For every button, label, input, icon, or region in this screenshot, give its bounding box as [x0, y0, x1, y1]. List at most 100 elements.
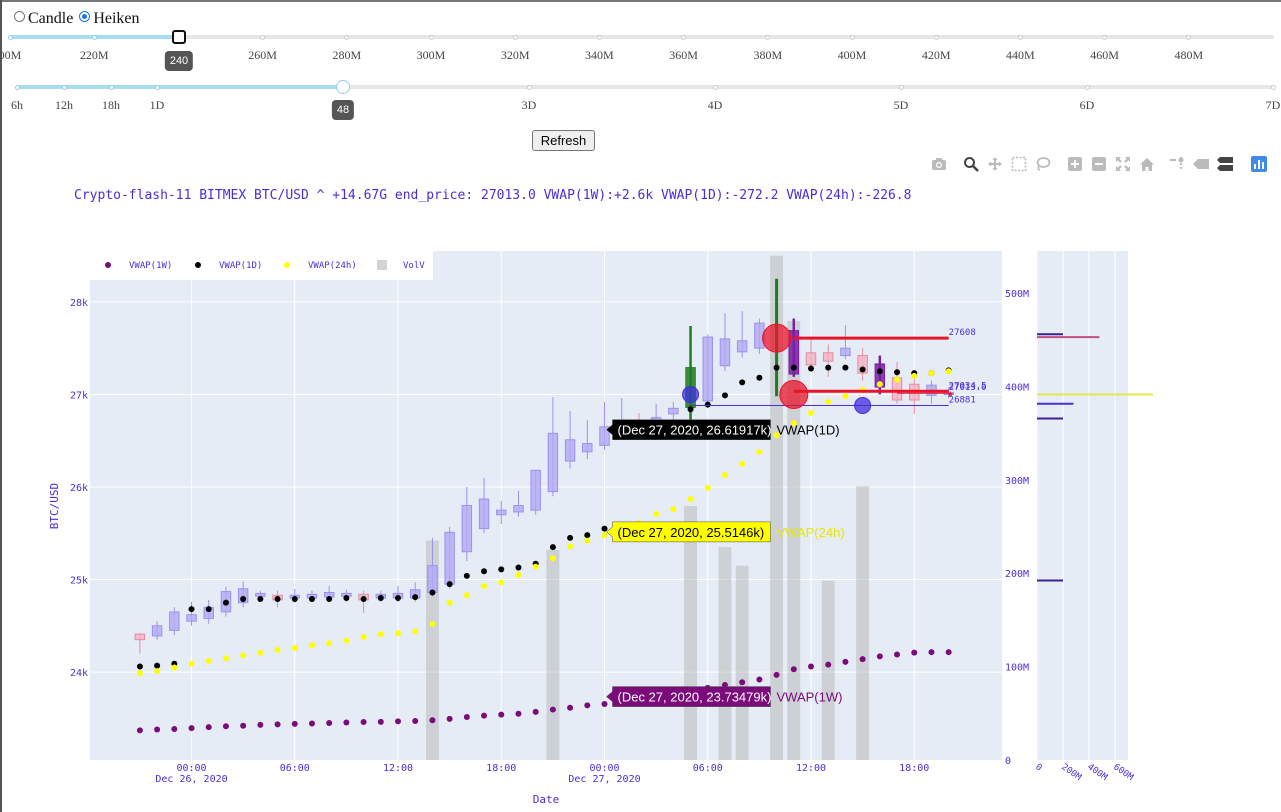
- vwap-point: [739, 379, 746, 386]
- period-slider-label: 18h: [102, 98, 120, 112]
- vwap-point: [894, 369, 901, 376]
- period-slider-tick: [108, 84, 114, 90]
- vwap-point: [945, 649, 952, 656]
- price-level-label: 27608: [949, 328, 976, 338]
- vwap-point: [601, 525, 608, 532]
- box-select-icon[interactable]: [1010, 155, 1028, 173]
- candle-body: [857, 355, 868, 374]
- vwap-point: [446, 581, 453, 588]
- volume-slider-label: 300M: [416, 48, 446, 62]
- vwap-point: [842, 364, 849, 371]
- radio-heiken[interactable]: Heiken: [79, 10, 140, 28]
- candle-body: [668, 407, 679, 415]
- vwap-point: [911, 372, 918, 379]
- vwap-point: [136, 727, 143, 734]
- zoom-icon[interactable]: [962, 155, 980, 173]
- plotly-logo-icon[interactable]: [1250, 155, 1268, 173]
- vwap-point: [584, 537, 591, 544]
- x-tick-date: Dec 27, 2020: [568, 774, 640, 785]
- hover-label-series: VWAP(24h): [777, 525, 845, 540]
- vwap-point: [704, 401, 711, 408]
- zoom-out-icon[interactable]: [1090, 155, 1108, 173]
- candle: [478, 477, 490, 534]
- candle: [444, 526, 455, 589]
- marker-circle: [682, 385, 700, 403]
- x-axis-title: Date: [533, 793, 560, 806]
- camera-icon[interactable]: [930, 155, 948, 173]
- hover-compare-icon[interactable]: [1216, 155, 1234, 173]
- marker-circle: [762, 323, 792, 353]
- pan-icon[interactable]: [986, 155, 1004, 173]
- candle-body: [547, 432, 559, 493]
- plot-area[interactable]: [90, 251, 1002, 760]
- vwap-point: [567, 534, 574, 541]
- vwap-point: [859, 366, 866, 373]
- vwap-point: [274, 646, 281, 653]
- side-volume-panel[interactable]: [1037, 251, 1128, 760]
- vwap-point: [257, 649, 264, 656]
- candle: [530, 469, 541, 515]
- vwap-point: [653, 510, 660, 517]
- candle: [237, 581, 249, 608]
- volume-slider-handle[interactable]: [172, 30, 186, 44]
- volume-slider-label: 260M: [248, 48, 277, 62]
- lasso-icon[interactable]: [1034, 155, 1052, 173]
- vwap-point: [412, 628, 419, 635]
- candle-body: [530, 469, 541, 511]
- vwap-point: [360, 719, 367, 726]
- period-slider-handle[interactable]: [336, 80, 350, 94]
- vwap-point: [876, 381, 883, 388]
- radio-candle[interactable]: Candle: [14, 10, 73, 28]
- legend-symbol: [377, 260, 387, 270]
- x-tick-label: 12:00: [796, 763, 826, 774]
- vwap-point: [876, 368, 883, 375]
- vwap-point: [257, 721, 264, 728]
- candle-body: [478, 498, 490, 530]
- vwap-point: [205, 657, 212, 664]
- volume-slider-label: 320M: [500, 48, 530, 62]
- vwap-point: [343, 637, 350, 644]
- radio-candle-circle[interactable]: [14, 11, 25, 22]
- zoom-in-icon[interactable]: [1066, 155, 1084, 173]
- candle-body: [702, 336, 713, 402]
- hover-closest-icon[interactable]: [1192, 155, 1210, 173]
- volume-slider-tick: [512, 34, 518, 40]
- autoscale-icon[interactable]: [1114, 155, 1132, 173]
- vwap-point: [532, 708, 539, 715]
- spike-lines-icon[interactable]: [1168, 155, 1186, 173]
- volume-slider-label: 280M: [332, 48, 362, 62]
- candle: [513, 490, 524, 517]
- candle-body: [805, 352, 817, 366]
- period-slider-track[interactable]: [17, 85, 1273, 89]
- vwap-point: [756, 448, 763, 455]
- volume-slider-tick: [596, 34, 602, 40]
- candle-body: [564, 439, 576, 462]
- x-tick-label: 18:00: [486, 763, 516, 774]
- vwap-point: [395, 595, 402, 602]
- vwap-point: [308, 595, 315, 602]
- vwap-point: [291, 645, 298, 652]
- period-slider-label: 5D: [893, 98, 909, 112]
- refresh-button[interactable]: Refresh: [532, 130, 595, 151]
- radio-heiken-label: Heiken: [93, 10, 140, 27]
- vwap-series: [136, 364, 952, 734]
- volume-slider-label: 220M: [79, 48, 109, 62]
- y-axis-title: BTC/USD: [48, 483, 61, 529]
- vwap-point: [721, 392, 728, 399]
- volume-slider-track[interactable]: [9, 35, 1274, 39]
- vwap-point: [601, 532, 608, 539]
- vwap-point: [463, 713, 470, 720]
- volume-slider-tick: [91, 34, 97, 40]
- volume-slider-tick: [344, 34, 350, 40]
- volume-bar: [684, 505, 697, 760]
- vwap-point: [188, 606, 195, 613]
- period-slider-tick: [898, 84, 904, 90]
- vwap-point: [188, 725, 195, 732]
- radio-heiken-circle[interactable]: [79, 11, 91, 22]
- hover-label-series: VWAP(1W): [777, 690, 843, 705]
- vwap-point: [377, 718, 384, 725]
- legend-label: VolV: [403, 261, 425, 271]
- reset-axes-icon[interactable]: [1138, 155, 1156, 173]
